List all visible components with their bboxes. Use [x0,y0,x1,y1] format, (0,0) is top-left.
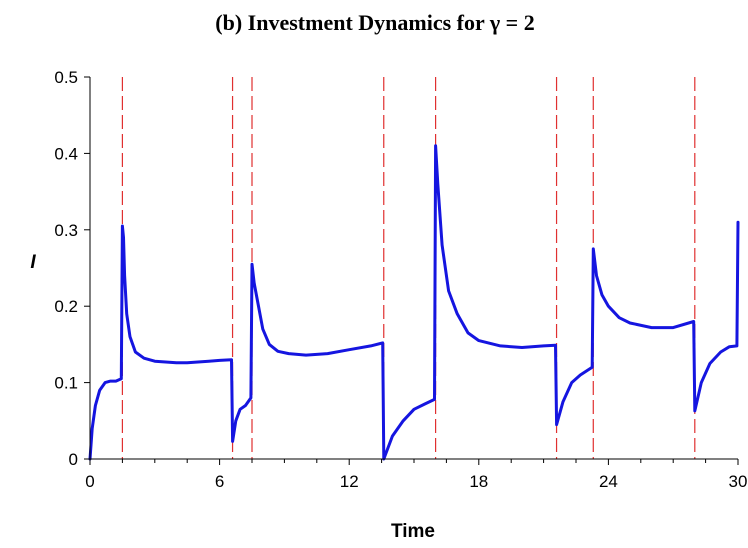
y-tick-label: 0.1 [54,374,78,393]
y-tick-label: 0 [69,450,78,469]
y-axis-label: I [30,252,36,273]
y-axis-ticks: 0 0.1 0.2 0.3 0.4 0.5 [54,68,90,469]
y-tick-label: 0.2 [54,297,78,316]
x-tick-label: 6 [215,472,224,491]
y-tick-label: 0.4 [54,144,78,163]
series-line-0 [88,144,740,461]
vertical-reference-lines [121,77,696,459]
x-tick-label: 24 [599,472,618,491]
x-tick-label: 30 [729,472,748,491]
x-tick-label: 0 [85,472,94,491]
x-tick-label: 18 [469,472,488,491]
series-layer [88,144,740,461]
chart-title: (b) Investment Dynamics for γ = 2 [215,10,534,35]
x-axis-label: Time [391,521,435,542]
y-tick-label: 0.5 [54,68,78,87]
x-tick-label: 12 [340,472,359,491]
x-axis-ticks: 0 6 12 18 24 30 [85,459,747,491]
axes [89,77,738,460]
y-tick-label: 0.3 [54,221,78,240]
